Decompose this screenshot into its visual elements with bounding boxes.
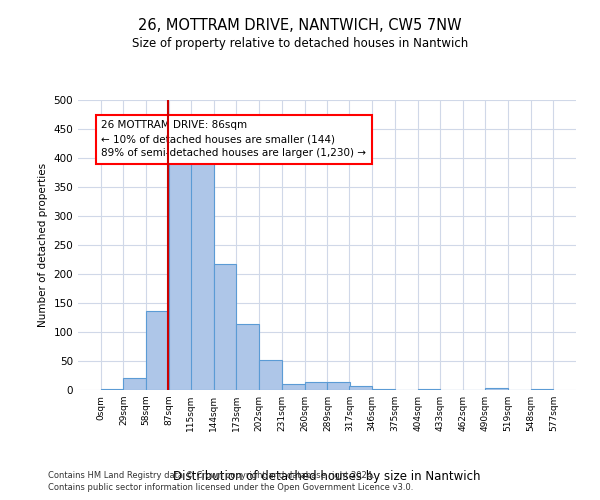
Bar bbox=[146, 311, 169, 390]
Bar bbox=[305, 382, 328, 390]
X-axis label: Distribution of detached houses by size in Nantwich: Distribution of detached houses by size … bbox=[173, 470, 481, 483]
Y-axis label: Number of detached properties: Number of detached properties bbox=[38, 163, 48, 327]
Bar bbox=[485, 388, 508, 390]
Bar bbox=[101, 389, 124, 390]
Text: Size of property relative to detached houses in Nantwich: Size of property relative to detached ho… bbox=[132, 38, 468, 51]
Text: Contains public sector information licensed under the Open Government Licence v3: Contains public sector information licen… bbox=[48, 484, 413, 492]
Bar bbox=[259, 360, 282, 390]
Bar bbox=[349, 386, 372, 390]
Bar bbox=[418, 389, 440, 390]
Text: 26 MOTTRAM DRIVE: 86sqm
← 10% of detached houses are smaller (144)
89% of semi-d: 26 MOTTRAM DRIVE: 86sqm ← 10% of detache… bbox=[101, 120, 367, 158]
Bar bbox=[328, 382, 350, 390]
Bar bbox=[124, 378, 146, 390]
Bar bbox=[214, 264, 236, 390]
Bar bbox=[191, 158, 214, 390]
Text: 26, MOTTRAM DRIVE, NANTWICH, CW5 7NW: 26, MOTTRAM DRIVE, NANTWICH, CW5 7NW bbox=[138, 18, 462, 32]
Text: Contains HM Land Registry data © Crown copyright and database right 2024.: Contains HM Land Registry data © Crown c… bbox=[48, 471, 374, 480]
Bar bbox=[169, 154, 191, 390]
Bar bbox=[282, 384, 305, 390]
Bar bbox=[236, 324, 259, 390]
